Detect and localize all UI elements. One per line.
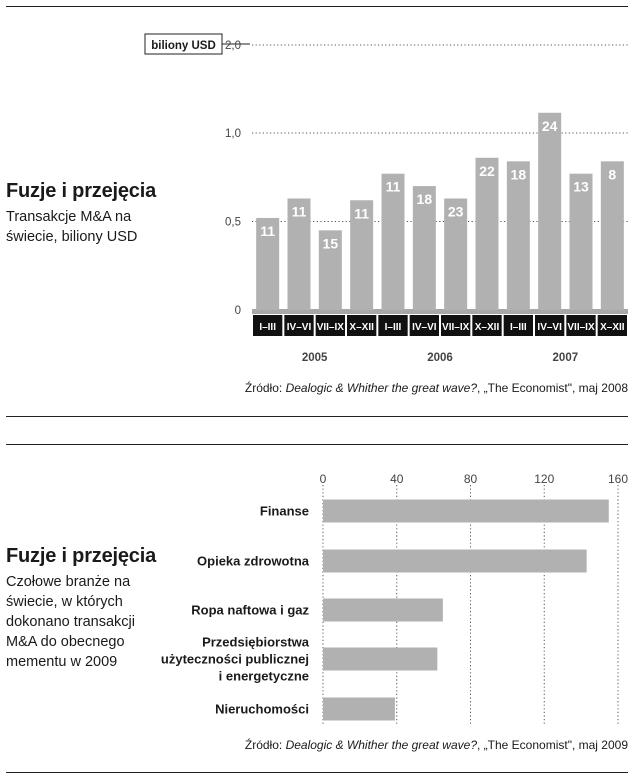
- bottom-caption: Fuzje i przejęcia Czołowe branże na świe…: [6, 545, 166, 672]
- bottom-rule: [6, 772, 628, 773]
- unit-label: biliony USD: [151, 40, 216, 52]
- top-title: Fuzje i przejęcia: [6, 180, 156, 202]
- y-tick-label: 0,5: [225, 217, 241, 229]
- bar: [506, 161, 530, 310]
- x-tick-box: [597, 315, 627, 336]
- data-label: 23: [448, 203, 464, 219]
- x-tick-label: I–III: [385, 322, 402, 333]
- x-tick-label: IV–VI: [287, 322, 312, 333]
- category-label: Ropa naftowa i gaz: [191, 603, 309, 618]
- bar: [444, 198, 468, 310]
- data-label: 13: [573, 179, 589, 195]
- x-tick-label: 120: [534, 472, 554, 486]
- x-tick-label: IV–VI: [537, 322, 562, 333]
- top-subtitle: Transakcje M&A na świecie, biliony USD: [6, 209, 138, 245]
- top-source: Źródło: Dealogic & Whither the great wav…: [244, 381, 628, 395]
- bar: [569, 173, 593, 310]
- x-tick-label: X–XII: [600, 322, 625, 333]
- x-tick-label: VII–IX: [567, 322, 595, 333]
- quarterly-mna-chart: biliony USD 0 0,5 1,0 2,0 11 I–III 11 IV–VI 15 VII…: [144, 33, 628, 364]
- data-label: 18: [417, 191, 433, 207]
- bar: [323, 499, 609, 523]
- bar: [256, 217, 280, 310]
- bar: [412, 186, 436, 310]
- bar: [323, 598, 443, 622]
- bar: [600, 161, 624, 310]
- year-label: 2007: [553, 352, 579, 364]
- bar: [475, 157, 499, 310]
- bar: [323, 647, 438, 671]
- bar: [287, 198, 311, 310]
- top-caption: Fuzje i przejęcia Transakcje M&A na świe…: [6, 180, 166, 247]
- x-tick-box: [566, 315, 596, 336]
- x-tick-label: X–XII: [475, 322, 500, 333]
- data-label: 11: [260, 223, 275, 239]
- x-tick-box: [441, 315, 471, 336]
- x-tick-label: VII–IX: [317, 322, 345, 333]
- x-tick-box: [315, 315, 345, 336]
- x-tick-box: [503, 315, 533, 336]
- x-tick-box: [409, 315, 439, 336]
- category-label: Finanse: [260, 504, 309, 519]
- year-label: 2005: [302, 352, 328, 364]
- bar: [323, 697, 395, 721]
- category-label: Opieka zdrowotna: [197, 554, 310, 569]
- bar: [318, 230, 342, 310]
- data-label: 11: [292, 203, 307, 219]
- year-label: 2006: [427, 352, 453, 364]
- category-label: użyteczności publicznej: [161, 652, 309, 667]
- divider-rule-2: [6, 444, 628, 445]
- category-label: i energetyczne: [219, 669, 309, 684]
- bar: [381, 173, 405, 310]
- y-tick-label: 1,0: [225, 128, 241, 140]
- x-tick-box: [284, 315, 314, 336]
- data-label: 11: [386, 179, 401, 195]
- top-rule: [6, 6, 628, 7]
- x-tick-label: I–III: [259, 322, 276, 333]
- x-tick-label: 80: [464, 472, 478, 486]
- x-tick-box: [347, 315, 377, 336]
- category-label: Przedsiębiorstwa: [202, 635, 310, 650]
- x-tick-box: [378, 315, 408, 336]
- x-tick-label: X–XII: [349, 322, 374, 333]
- data-label: 11: [354, 205, 369, 221]
- divider-rule: [6, 416, 628, 417]
- y-tick-label: 2,0: [225, 40, 241, 52]
- industry-mna-chart: 0 40 80 120 160 Finanse Opieka zdrowotna Ropa n…: [161, 472, 628, 725]
- bar: [538, 112, 562, 310]
- bar: [323, 549, 587, 573]
- data-label: 8: [608, 166, 616, 182]
- data-label: 24: [542, 118, 558, 134]
- bottom-title: Fuzje i przejęcia: [6, 545, 156, 567]
- data-label: 22: [479, 163, 495, 179]
- x-tick-label: 160: [608, 472, 628, 486]
- bottom-source: Źródło: Dealogic & Whither the great wav…: [244, 738, 628, 752]
- bar: [350, 200, 374, 310]
- x-tick-box: [535, 315, 565, 336]
- baseline: [252, 309, 628, 314]
- x-tick-label: 40: [390, 472, 404, 486]
- bottom-subtitle: Czołowe branże na świecie, w których dok…: [6, 574, 135, 670]
- x-tick-label: I–III: [510, 322, 527, 333]
- data-label: 15: [323, 235, 339, 251]
- y-tick-label: 0: [235, 305, 241, 317]
- x-tick-label: VII–IX: [442, 322, 470, 333]
- x-tick-box: [472, 315, 502, 336]
- x-tick-label: 0: [320, 472, 327, 486]
- x-tick-label: IV–VI: [412, 322, 437, 333]
- x-tick-box: [253, 315, 283, 336]
- category-label: Nieruchomości: [215, 702, 309, 717]
- data-label: 18: [511, 166, 527, 182]
